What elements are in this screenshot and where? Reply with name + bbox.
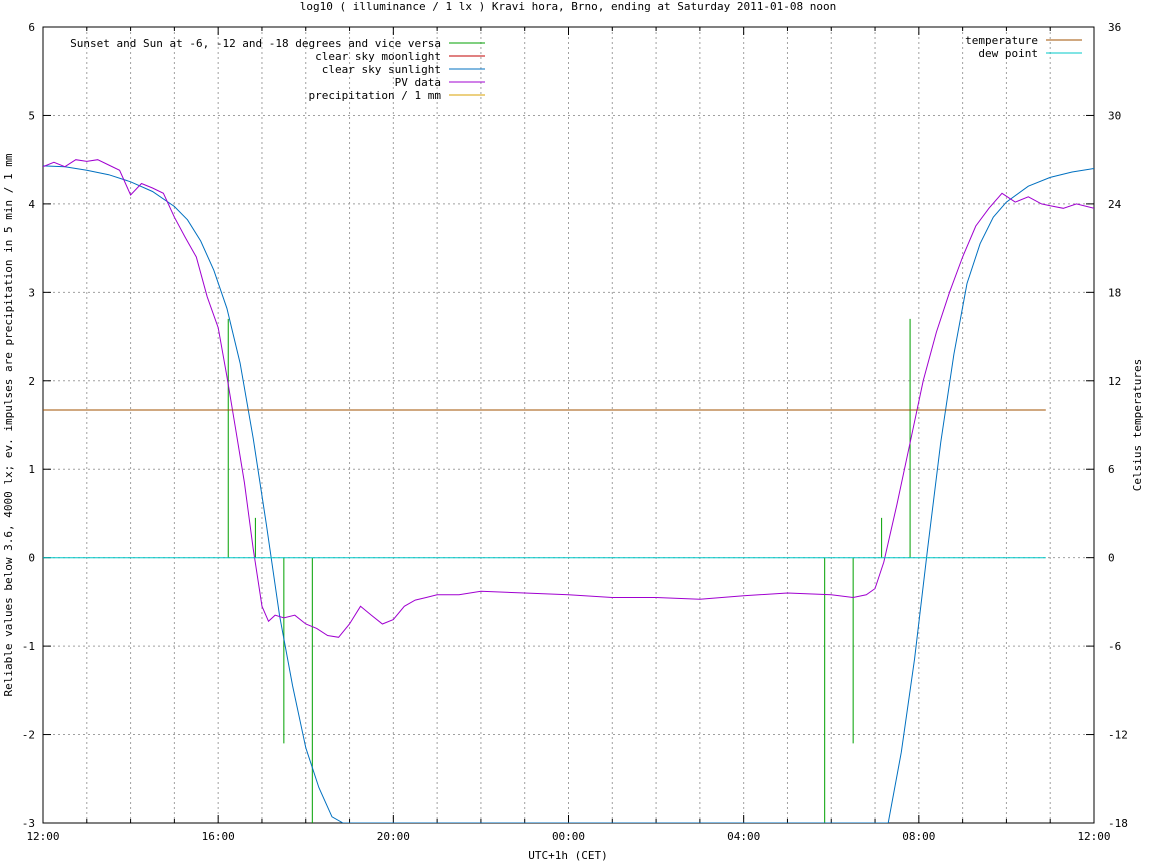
y-tick-label: 0 bbox=[28, 552, 35, 565]
y-tick-label: 6 bbox=[28, 21, 35, 34]
legend-label: precipitation / 1 mm bbox=[309, 89, 442, 102]
legend-label: Sunset and Sun at -6, -12 and -18 degree… bbox=[70, 37, 441, 50]
y2-tick-label: -18 bbox=[1108, 817, 1128, 830]
x-tick-label: 12:00 bbox=[1077, 830, 1110, 843]
y2-tick-label: 0 bbox=[1108, 552, 1115, 565]
y-tick-label: -3 bbox=[22, 817, 35, 830]
legend-label: clear sky moonlight bbox=[315, 50, 441, 63]
y2-tick-label: 18 bbox=[1108, 286, 1121, 299]
y-tick-label: 2 bbox=[28, 375, 35, 388]
legend-label: temperature bbox=[965, 34, 1038, 47]
y2-axis-label: Celsius temperatures bbox=[1131, 359, 1144, 491]
legend-label: PV data bbox=[395, 76, 441, 89]
x-tick-label: 12:00 bbox=[26, 830, 59, 843]
x-axis-label: UTC+1h (CET) bbox=[528, 849, 607, 862]
series-clear-sky-sunlight bbox=[43, 165, 1094, 823]
series-layer bbox=[43, 159, 1094, 823]
legend-label: clear sky sunlight bbox=[322, 63, 441, 76]
y2-tick-label: 36 bbox=[1108, 21, 1121, 34]
legend-label: dew point bbox=[978, 47, 1038, 60]
y2-tick-label: 12 bbox=[1108, 375, 1121, 388]
legend-left: Sunset and Sun at -6, -12 and -18 degree… bbox=[70, 37, 485, 102]
y-tick-label: 4 bbox=[28, 198, 35, 211]
x-tick-label: 20:00 bbox=[377, 830, 410, 843]
series-pv-data bbox=[43, 159, 1094, 638]
y2-tick-label: 24 bbox=[1108, 198, 1122, 211]
y-tick-label: 3 bbox=[28, 286, 35, 299]
y2-tick-label: -6 bbox=[1108, 640, 1121, 653]
x-tick-label: 16:00 bbox=[202, 830, 235, 843]
x-tick-label: 00:00 bbox=[552, 830, 585, 843]
chart-title: log10 ( illuminance / 1 lx ) Kravi hora,… bbox=[300, 0, 836, 13]
axes: 12:00 16:00 20:00 00:00 04:00 08:00 12:00-3-2-… bbox=[22, 21, 1128, 843]
y-tick-label: -2 bbox=[22, 729, 35, 742]
y2-tick-label: -12 bbox=[1108, 729, 1128, 742]
y-tick-label: 5 bbox=[28, 109, 35, 122]
y-tick-label: -1 bbox=[22, 640, 35, 653]
x-tick-label: 04:00 bbox=[727, 830, 760, 843]
y2-tick-label: 6 bbox=[1108, 463, 1115, 476]
x-tick-label: 08:00 bbox=[902, 830, 935, 843]
grid bbox=[43, 27, 1094, 823]
y-axis-label: Reliable values below 3.6, 4000 lx; ev. … bbox=[2, 153, 15, 696]
y2-tick-label: 30 bbox=[1108, 109, 1121, 122]
y-tick-label: 1 bbox=[28, 463, 35, 476]
